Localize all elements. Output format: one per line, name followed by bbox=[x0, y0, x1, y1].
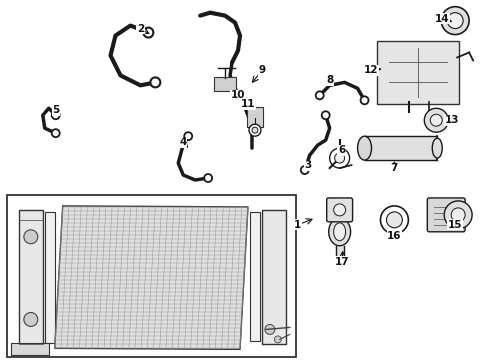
Text: 13: 13 bbox=[444, 115, 459, 125]
FancyBboxPatch shape bbox=[45, 212, 55, 343]
Circle shape bbox=[300, 166, 308, 174]
Ellipse shape bbox=[431, 138, 441, 158]
Text: 8: 8 bbox=[325, 75, 333, 85]
Text: 6: 6 bbox=[337, 145, 345, 155]
Circle shape bbox=[251, 127, 258, 133]
Text: 5: 5 bbox=[52, 105, 59, 115]
Circle shape bbox=[264, 324, 274, 334]
Circle shape bbox=[429, 114, 441, 126]
Text: 15: 15 bbox=[447, 220, 462, 230]
Text: 3: 3 bbox=[304, 160, 311, 170]
Circle shape bbox=[184, 132, 192, 140]
Polygon shape bbox=[55, 206, 247, 349]
Text: 17: 17 bbox=[335, 257, 349, 267]
FancyBboxPatch shape bbox=[377, 41, 458, 104]
Circle shape bbox=[52, 129, 60, 137]
FancyBboxPatch shape bbox=[246, 107, 263, 127]
FancyBboxPatch shape bbox=[326, 198, 352, 222]
FancyBboxPatch shape bbox=[249, 212, 260, 341]
Circle shape bbox=[150, 77, 160, 87]
Circle shape bbox=[24, 230, 38, 244]
Circle shape bbox=[52, 111, 60, 119]
Ellipse shape bbox=[328, 218, 350, 246]
Circle shape bbox=[203, 174, 212, 182]
FancyBboxPatch shape bbox=[7, 195, 295, 357]
Circle shape bbox=[380, 206, 407, 234]
Circle shape bbox=[360, 96, 368, 104]
Text: 7: 7 bbox=[390, 163, 397, 173]
Circle shape bbox=[450, 208, 464, 222]
FancyBboxPatch shape bbox=[214, 77, 236, 91]
FancyBboxPatch shape bbox=[427, 198, 464, 232]
Text: 16: 16 bbox=[386, 231, 401, 241]
Text: 4: 4 bbox=[179, 137, 186, 147]
Ellipse shape bbox=[333, 223, 345, 241]
Circle shape bbox=[329, 148, 349, 168]
Circle shape bbox=[333, 204, 345, 216]
Circle shape bbox=[424, 108, 447, 132]
Text: 2: 2 bbox=[137, 24, 144, 33]
Text: 1: 1 bbox=[294, 220, 301, 230]
Text: 9: 9 bbox=[258, 66, 265, 76]
Text: 14: 14 bbox=[434, 14, 448, 24]
Circle shape bbox=[440, 7, 468, 35]
FancyBboxPatch shape bbox=[19, 210, 42, 347]
FancyBboxPatch shape bbox=[11, 343, 49, 355]
Text: 11: 11 bbox=[240, 99, 255, 109]
Ellipse shape bbox=[357, 136, 371, 160]
Circle shape bbox=[334, 153, 344, 163]
Circle shape bbox=[143, 28, 153, 37]
Text: 10: 10 bbox=[230, 90, 245, 100]
Text: 12: 12 bbox=[364, 66, 378, 76]
FancyBboxPatch shape bbox=[262, 210, 285, 345]
Circle shape bbox=[443, 201, 471, 229]
Circle shape bbox=[315, 91, 323, 99]
Circle shape bbox=[447, 13, 462, 28]
Circle shape bbox=[248, 124, 261, 136]
Circle shape bbox=[274, 336, 281, 343]
Circle shape bbox=[321, 111, 329, 119]
Circle shape bbox=[24, 312, 38, 327]
Circle shape bbox=[386, 212, 402, 228]
